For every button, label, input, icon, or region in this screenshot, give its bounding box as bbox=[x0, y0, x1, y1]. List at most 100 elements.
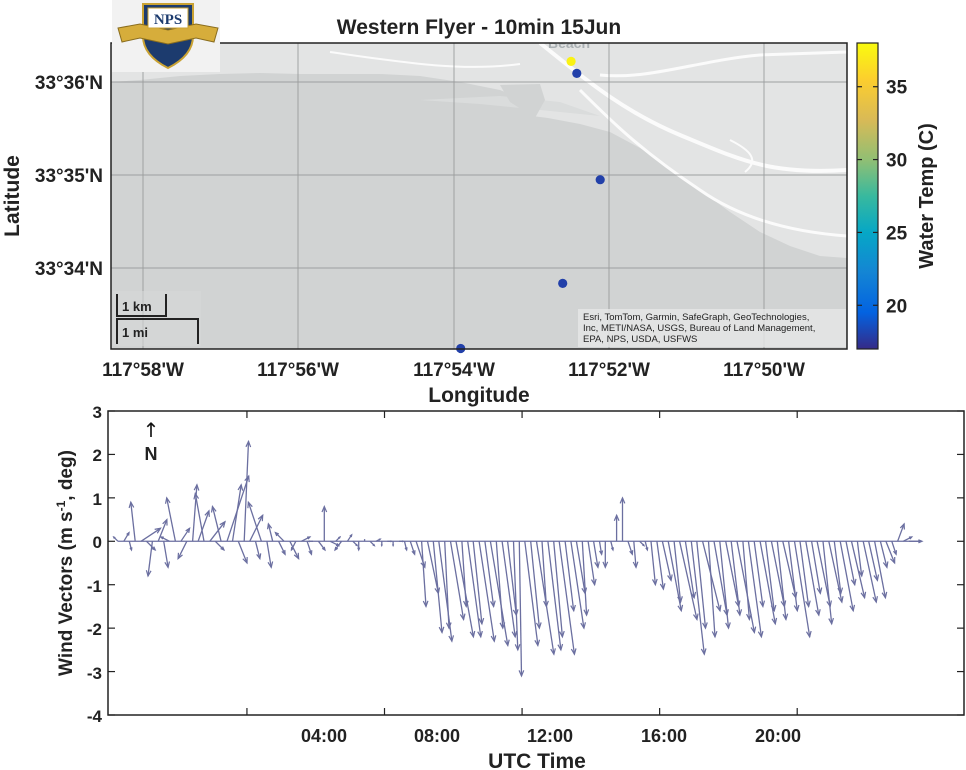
map-frame bbox=[110, 42, 848, 350]
wind-frame bbox=[107, 410, 965, 716]
wind-vector bbox=[650, 541, 657, 585]
wind-vector bbox=[444, 541, 450, 629]
wind-vector bbox=[289, 541, 300, 559]
wind-vector-head bbox=[873, 574, 880, 582]
wind-vector-head bbox=[462, 600, 469, 608]
wind-vector bbox=[547, 541, 562, 650]
scale-bar: 1 km 1 mi bbox=[113, 291, 201, 346]
wind-y-tick: -1 bbox=[87, 577, 102, 596]
scale-bar-mi bbox=[116, 318, 199, 344]
wind-vector-head bbox=[245, 439, 252, 448]
wind-vector bbox=[180, 527, 191, 542]
wind-vector-head bbox=[511, 630, 518, 639]
wind-vector bbox=[194, 493, 205, 542]
wind-vector bbox=[776, 541, 787, 620]
wind-vector-head bbox=[889, 556, 896, 565]
wind-vector bbox=[489, 541, 509, 646]
wind-vector bbox=[822, 541, 833, 624]
wind-vector-head bbox=[338, 535, 342, 539]
wind-vector-head bbox=[401, 540, 405, 543]
wind-vector-head bbox=[477, 630, 483, 639]
wind-vector bbox=[267, 523, 274, 542]
wind-vector bbox=[449, 541, 465, 620]
wind-vector-head bbox=[642, 543, 646, 547]
wind-vector-head bbox=[307, 536, 312, 540]
logo-text: NPS bbox=[154, 12, 182, 28]
wind-vector-head bbox=[610, 547, 614, 552]
wind-vector bbox=[839, 541, 854, 611]
land-area bbox=[111, 43, 847, 258]
attribution: Esri, TomTom, Garmin, SafeGraph, GeoTech… bbox=[578, 309, 846, 347]
wind-x-label: UTC Time bbox=[488, 750, 586, 770]
wind-vector-head bbox=[534, 639, 541, 648]
wind-x-ticks: 04:00 08:00 12:00 16:00 20:00 bbox=[301, 726, 801, 746]
wind-vector bbox=[426, 541, 440, 594]
basemap: Beach bbox=[111, 43, 847, 349]
colorbar-gradient bbox=[856, 42, 879, 350]
wind-y-tick: -2 bbox=[87, 620, 102, 639]
wind-vector-head bbox=[185, 526, 191, 533]
wind-vector bbox=[512, 541, 519, 650]
wind-vector bbox=[254, 541, 261, 559]
wind-vector bbox=[209, 521, 226, 542]
wind-vector bbox=[684, 541, 695, 598]
wind-vector-head bbox=[850, 578, 857, 587]
wind-vector-head bbox=[711, 630, 718, 639]
wind-vector bbox=[214, 540, 225, 551]
wind-vector-head bbox=[580, 622, 587, 630]
map-point bbox=[558, 278, 568, 288]
wind-vector-head bbox=[164, 496, 171, 504]
wind-vector bbox=[409, 541, 416, 555]
wind-y-tick: 3 bbox=[93, 403, 102, 422]
wind-vector-head bbox=[629, 550, 634, 556]
wind-vector-head bbox=[159, 536, 164, 540]
wind-vector bbox=[633, 541, 637, 568]
wind-vector bbox=[564, 541, 575, 611]
wind-vector-head bbox=[499, 622, 506, 630]
wind-vector bbox=[764, 541, 775, 611]
wind-vector bbox=[696, 541, 707, 629]
wind-vector-head bbox=[700, 648, 707, 656]
scale-bar-mi-label: 1 mi bbox=[122, 325, 148, 340]
wind-vector bbox=[157, 519, 168, 542]
map-x-label: Longitude bbox=[428, 384, 529, 407]
map-point bbox=[595, 175, 605, 185]
wind-vector bbox=[501, 541, 516, 637]
wind-vector-head bbox=[602, 561, 609, 569]
wind-vector-head bbox=[469, 630, 476, 639]
wind-vector-head bbox=[858, 570, 864, 578]
wind-vector-head bbox=[237, 483, 244, 491]
wind-vector bbox=[873, 541, 887, 598]
wind-tick-marks bbox=[108, 410, 964, 716]
wind-vector-head bbox=[193, 491, 200, 500]
wind-vector-head bbox=[918, 539, 924, 544]
wind-vector-head bbox=[504, 639, 510, 648]
wind-vector bbox=[243, 441, 250, 542]
wind-vector bbox=[747, 541, 763, 637]
wind-vector bbox=[759, 541, 776, 624]
wind-vector bbox=[317, 540, 326, 551]
wind-vector-head bbox=[535, 622, 542, 630]
map-y-tick: 33°34'N bbox=[35, 259, 103, 280]
wind-vector bbox=[753, 541, 764, 607]
wind-vector bbox=[495, 541, 504, 629]
wind-vector-head bbox=[438, 626, 445, 635]
wind-vector bbox=[130, 502, 136, 542]
wind-vector bbox=[306, 541, 313, 555]
wind-vector-head bbox=[757, 630, 764, 639]
wind-vector-head bbox=[667, 574, 673, 582]
wind-vector-head bbox=[651, 578, 658, 587]
wind-x-tick: 16:00 bbox=[641, 726, 687, 746]
wind-vector-head bbox=[274, 531, 280, 537]
map-x-tick: 117°54'W bbox=[413, 360, 495, 381]
wind-vector-head bbox=[770, 604, 777, 613]
wind-vector-head bbox=[815, 609, 821, 617]
wind-vector bbox=[713, 541, 728, 616]
wind-vector-head bbox=[164, 561, 171, 569]
road bbox=[599, 50, 847, 78]
wind-vector bbox=[467, 541, 482, 637]
wind-vector bbox=[274, 532, 285, 542]
wind-vector-head bbox=[860, 591, 867, 600]
wind-vector-head bbox=[162, 518, 168, 526]
wind-vector bbox=[845, 541, 856, 585]
